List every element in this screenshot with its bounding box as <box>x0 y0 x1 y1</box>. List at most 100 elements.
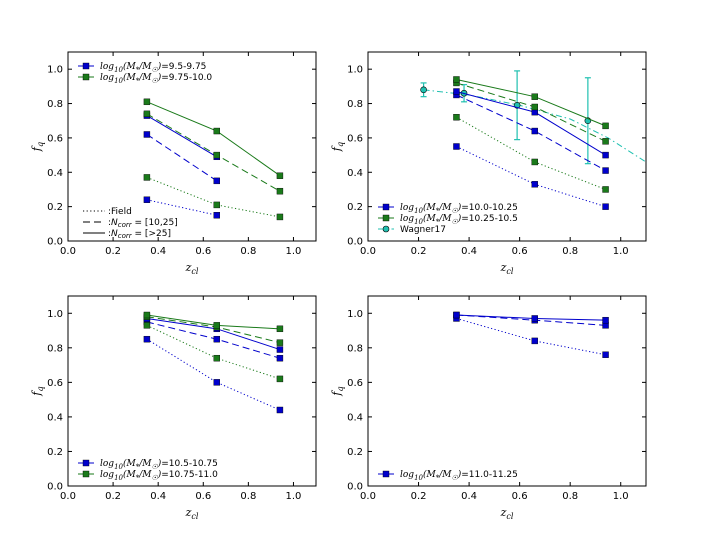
y-axis-label: fq <box>30 142 45 152</box>
legend-entry: log10(M*/M☉)=11.0-11.25 <box>378 469 518 482</box>
y-tick-label: 0.0 <box>347 482 363 493</box>
series-line-green-dashed <box>456 82 606 142</box>
data-point-blue-dashed <box>602 167 609 174</box>
data-point-blue-dotted <box>602 351 609 358</box>
x-tick-label: 0.2 <box>105 246 121 257</box>
wagner17-point <box>420 86 427 94</box>
data-point-green-solid <box>213 322 221 329</box>
series-line-green-dotted <box>456 116 606 190</box>
style-legend-entry: :Ncorr = [>25] <box>83 229 171 240</box>
panel-top-right: 0.0 0.2 0.4 0.6 0.8 1.0 0.0 0.2 0.4 0.6 0.8 1.0 zcl f… <box>330 51 647 276</box>
axes-frame <box>367 51 647 242</box>
x-tick-label: 1.0 <box>286 491 302 502</box>
x-tick-label: 0.2 <box>411 246 427 257</box>
style-legend-label: :Ncorr = [>25] <box>108 229 171 240</box>
y-tick-label: 0.2 <box>347 202 363 213</box>
series-line-blue-solid <box>456 91 606 156</box>
data-point-blue-dotted <box>453 143 460 150</box>
data-group <box>420 70 646 210</box>
data-point-green-dashed <box>213 151 221 159</box>
legend-entry: log10(M*/M☉)=10.5-10.75 <box>78 458 218 471</box>
legend-label: Wagner17 <box>400 225 446 235</box>
y-tick-label: 0.8 <box>47 99 63 110</box>
style-legend-entry: :Field <box>83 207 132 217</box>
data-point-green-solid <box>276 172 284 179</box>
panel-bottom-right: 0.0 0.2 0.4 0.6 0.8 1.0 0.0 0.2 0.4 0.6 0.8 1.0 zcl f… <box>330 295 647 521</box>
x-tick-label: 0.0 <box>360 491 376 502</box>
data-group <box>453 311 609 358</box>
axes-frame <box>67 295 317 487</box>
data-point-green-dotted <box>602 186 609 193</box>
data-point-green-dashed <box>143 110 151 118</box>
y-axis-label: fq <box>330 386 345 396</box>
series-line-green-dotted <box>146 324 281 380</box>
series-line-blue-dashed <box>456 94 606 171</box>
panel-top-left: 0.0 0.2 0.4 0.6 0.8 1.0 0.0 0.2 0.4 0.6 0.8 1.0 zcl f… <box>30 51 317 276</box>
data-point-blue-solid <box>602 316 609 324</box>
data-point-green-dashed <box>531 103 538 111</box>
legend-marker <box>382 470 390 478</box>
x-axis-label: zcl <box>500 261 514 276</box>
y-tick-label: 1.0 <box>47 309 63 320</box>
data-point-green-solid <box>453 76 460 83</box>
x-tick-label: 0.8 <box>240 246 256 257</box>
y-tick-label: 0.6 <box>347 133 363 144</box>
x-tick-label: 0.6 <box>512 246 528 257</box>
series-line-blue-dashed <box>146 134 218 182</box>
data-point-green-solid <box>602 122 609 130</box>
series-line-blue-dotted <box>456 146 606 208</box>
x-tick-label: 0.0 <box>60 246 76 257</box>
series-line-blue-solid <box>146 115 218 158</box>
series-line-green-solid <box>456 79 606 127</box>
legend-marker <box>82 459 90 467</box>
data-point-blue-solid <box>531 315 538 322</box>
y-tick-label: 0.4 <box>47 168 63 179</box>
data-point-green-solid <box>276 325 284 333</box>
data-point-blue-dotted <box>531 181 538 188</box>
x-tick-label: 0.4 <box>461 491 477 502</box>
axes-frame <box>367 295 647 487</box>
y-tick-label: 0.8 <box>47 343 63 354</box>
data-point-blue-dotted <box>213 379 221 386</box>
legend-label: log10(M*/M☉)=10.25-10.5 <box>400 213 518 226</box>
data-point-blue-dashed <box>143 131 151 138</box>
series-line-blue-solid <box>146 317 281 351</box>
data-point-green-dotted <box>276 213 284 221</box>
legend-entry: log10(M*/M☉)=9.75-10.0 <box>78 72 212 85</box>
wagner17-curve <box>423 89 646 163</box>
x-tick-label: 0.6 <box>195 491 211 502</box>
data-point-blue-dashed <box>531 127 538 135</box>
x-tick-label: 0.2 <box>411 491 427 502</box>
data-point-blue-dotted <box>276 406 284 414</box>
y-tick-label: 0.6 <box>347 378 363 389</box>
legend-entry: log10(M*/M☉)=10.75-11.0 <box>78 469 218 482</box>
y-tick-label: 1.0 <box>47 65 63 76</box>
data-point-blue-dotted <box>143 335 151 343</box>
series-line-blue-dotted <box>146 338 281 411</box>
x-axis-label: zcl <box>185 506 199 521</box>
series-line-blue-dotted <box>146 199 217 216</box>
data-point-green-solid <box>143 311 151 319</box>
data-group <box>143 98 284 221</box>
x-axis-label: zcl <box>185 261 199 276</box>
x-tick-label: 1.0 <box>286 246 302 257</box>
y-axis-label: fq <box>30 386 45 396</box>
legend-marker <box>382 225 390 233</box>
y-tick-label: 0.4 <box>47 412 63 423</box>
legend-entry: log10(M*/M☉)=10.0-10.25 <box>378 202 518 215</box>
legend-marker <box>82 62 90 70</box>
legend-label: log10(M*/M☉)=9.75-10.0 <box>100 72 212 85</box>
legend-marker <box>82 470 90 478</box>
data-point-blue-solid <box>602 151 609 159</box>
data-point-green-dotted <box>276 375 284 383</box>
legend-label: log10(M*/M☉)=9.5-9.75 <box>100 61 206 74</box>
legend-entry: log10(M*/M☉)=10.25-10.5 <box>378 213 518 226</box>
data-point-blue-dashed <box>213 335 221 343</box>
data-point-green-dotted <box>453 114 460 121</box>
legend-entry: Wagner17 <box>378 225 446 235</box>
series-line-green-dashed <box>146 113 281 192</box>
x-tick-label: 0.8 <box>240 491 256 502</box>
data-point-blue-solid <box>453 88 460 95</box>
style-legend-label: :Ncorr = [10,25] <box>108 218 178 229</box>
